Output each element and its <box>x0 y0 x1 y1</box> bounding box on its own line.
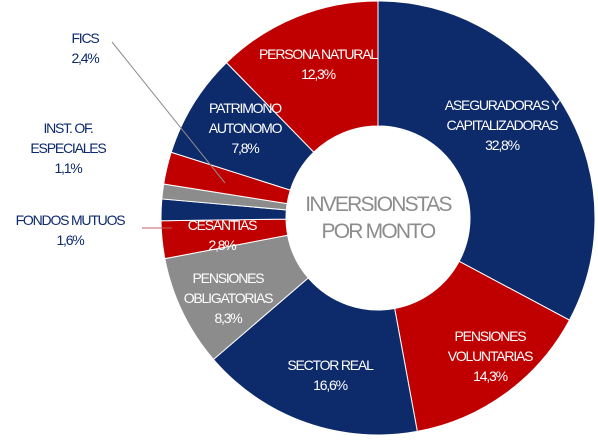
donut-segment <box>377 0 596 321</box>
category-label: PATRIMONO AUTONOMO <box>208 100 283 136</box>
value-label: 12,3% <box>301 66 336 82</box>
segment-label: FICS 2,4% <box>45 28 125 68</box>
value-label: 16,6% <box>313 377 348 393</box>
category-label: SECTOR REAL <box>287 357 374 373</box>
category-label: INST. OF. ESPECIALES <box>30 120 106 156</box>
value-label: 1,1% <box>54 160 82 176</box>
category-label: FONDOS MUTUOS <box>15 212 126 228</box>
category-label: FICS <box>71 30 99 46</box>
category-label: PERSONA NATURAL <box>259 46 378 62</box>
value-label: 14,3% <box>473 368 508 384</box>
value-label: 1,6% <box>56 232 84 248</box>
category-label: PENSIONES VOLUNTARIAS <box>447 328 534 364</box>
value-label: 8,3% <box>214 310 242 326</box>
value-label: 2,8% <box>208 237 236 253</box>
value-label: 2,4% <box>71 50 99 66</box>
segment-label: FONDOS MUTUOS 1,6% <box>0 210 145 250</box>
category-label: CESANTIAS <box>187 217 258 233</box>
category-label: ASEGURADORAS Y CAPITALIZADORAS <box>444 97 561 133</box>
segment-label: SECTOR REAL 16,6% <box>280 355 380 395</box>
segment-label: CESANTIAS 2,8% <box>177 215 267 255</box>
donut-segment <box>225 0 379 153</box>
leader-line <box>111 41 226 184</box>
segment-label: PATRIMONO AUTONOMO 7,8% <box>195 98 295 158</box>
center-label: INVERSIONSTAS POR MONTO <box>305 193 452 243</box>
donut-segment <box>212 277 418 436</box>
value-label: 32,8% <box>485 137 520 153</box>
segment-label: PENSIONES OBLIGATORIAS 8,3% <box>173 268 283 328</box>
segment-label: PERSONA NATURAL 12,3% <box>233 44 403 84</box>
segment-label: ASEGURADORAS Y CAPITALIZADORAS 32,8% <box>427 95 577 155</box>
category-label: PENSIONES OBLIGATORIAS <box>183 270 274 306</box>
segment-label: INST. OF. ESPECIALES 1,1% <box>8 118 128 178</box>
donut-segment <box>394 260 571 432</box>
segment-label: PENSIONES VOLUNTARIAS 14,3% <box>430 326 550 386</box>
value-label: 7,8% <box>231 140 259 156</box>
